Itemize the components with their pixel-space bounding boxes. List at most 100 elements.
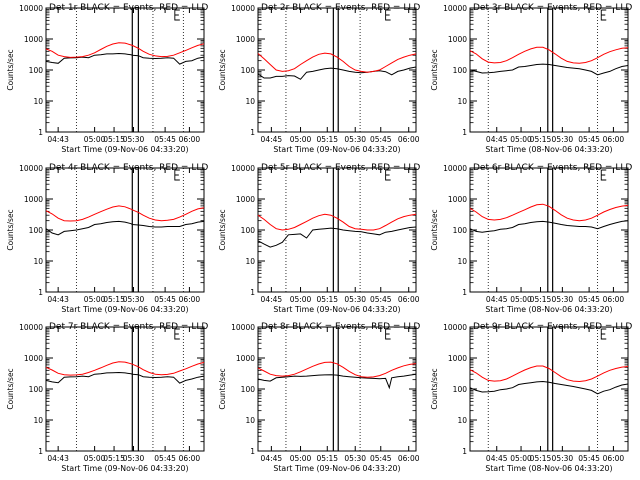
x-tick-label: 06:00 — [398, 295, 420, 304]
detector-panel-8: Det 8r BLACK = Events, RED = LLD11010010… — [218, 322, 420, 473]
y-tick-label: 10 — [457, 97, 467, 106]
detector-panel-2: Det 2r BLACK = Events, RED = LLD11010010… — [218, 3, 420, 154]
x-tick-label: 05:15 — [103, 295, 125, 304]
events-series-line — [45, 220, 205, 236]
x-axis-label: Start Time (09-Nov-06 04:33:20) — [273, 305, 400, 314]
x-tick-label: 05:30 — [123, 295, 145, 304]
x-tick-label: 05:00 — [290, 135, 312, 144]
x-tick-label: 05:00 — [290, 295, 312, 304]
y-tick-label: 100 — [241, 385, 256, 394]
x-tick-label: 04:43 — [47, 135, 69, 144]
orbit-marker — [600, 169, 607, 181]
x-axis-label: Start Time (08-Nov-06 04:33:20) — [485, 305, 612, 314]
x-tick-label: 05:30 — [552, 295, 574, 304]
orbit-marker — [174, 328, 180, 340]
events-series-line — [45, 371, 205, 384]
y-tick-label: 10 — [457, 416, 467, 425]
x-tick-label: 04:45 — [261, 295, 283, 304]
y-tick-label: 100 — [453, 385, 468, 394]
y-tick-label: 1 — [462, 288, 467, 297]
y-tick-label: 10000 — [19, 323, 43, 332]
x-tick-label: 05:30 — [123, 454, 145, 463]
y-tick-label: 1000 — [236, 354, 255, 363]
y-tick-label: 1 — [38, 447, 43, 456]
x-axis-label: Start Time (09-Nov-06 04:33:20) — [61, 305, 188, 314]
y-axis-label: Counts/sec — [6, 368, 15, 409]
x-tick-label: 05:45 — [578, 295, 600, 304]
x-tick-label: 05:45 — [578, 454, 600, 463]
y-tick-label: 1 — [250, 447, 255, 456]
y-tick-label: 1000 — [24, 195, 43, 204]
y-tick-label: 1000 — [448, 354, 467, 363]
x-tick-label: 05:30 — [552, 135, 574, 144]
y-tick-label: 10 — [33, 257, 43, 266]
x-tick-label: 05:15 — [316, 295, 338, 304]
x-tick-label: 05:30 — [552, 454, 574, 463]
x-tick-label: 04:43 — [47, 454, 69, 463]
x-tick-label: 06:00 — [603, 295, 625, 304]
x-tick-label: 05:45 — [154, 295, 176, 304]
events-series-line — [469, 220, 629, 233]
x-tick-label: 06:00 — [603, 454, 625, 463]
x-tick-label: 05:15 — [316, 135, 338, 144]
x-tick-label: 05:00 — [290, 454, 312, 463]
x-tick-label: 05:45 — [154, 135, 176, 144]
y-tick-label: 100 — [29, 66, 44, 75]
y-tick-label: 10 — [457, 257, 467, 266]
plot-frame — [469, 7, 629, 133]
lld-series-line — [469, 46, 629, 64]
orbit-marker — [174, 9, 180, 21]
x-tick-label: 05:15 — [103, 454, 125, 463]
y-axis-label: Counts/sec — [218, 49, 227, 90]
y-tick-label: 1 — [250, 128, 255, 137]
x-tick-label: 05:00 — [84, 295, 106, 304]
lld-series-line — [257, 213, 417, 231]
y-axis-label: Counts/sec — [218, 209, 227, 250]
lld-series-line — [45, 42, 205, 58]
x-tick-label: 06:00 — [179, 295, 201, 304]
plot-frame — [45, 7, 205, 133]
detector-panel-5: Det 5r BLACK = Events, RED = LLD11010010… — [218, 163, 420, 314]
plot-frame — [45, 167, 205, 293]
y-tick-label: 10 — [33, 97, 43, 106]
x-tick-label: 05:30 — [123, 135, 145, 144]
orbit-marker — [385, 9, 391, 21]
x-axis-label: Start Time (09-Nov-06 04:33:20) — [273, 145, 400, 154]
detector-panel-3: Det 3r BLACK = Events, RED = LLD11010010… — [430, 3, 632, 154]
orbit-marker — [385, 169, 391, 181]
x-axis-label: Start Time (09-Nov-06 04:33:20) — [61, 145, 188, 154]
y-tick-label: 1000 — [448, 35, 467, 44]
y-axis-label: Counts/sec — [218, 368, 227, 409]
events-series-line — [45, 52, 205, 65]
lld-series-line — [257, 361, 417, 378]
events-series-line — [257, 226, 417, 248]
lld-series-line — [45, 361, 205, 376]
events-series-line — [469, 63, 629, 76]
plot-frame — [257, 7, 417, 133]
orbit-marker — [600, 9, 607, 21]
plot-frame — [257, 326, 417, 452]
lld-series-line — [257, 52, 417, 73]
x-tick-label: 05:15 — [530, 135, 552, 144]
x-tick-label: 05:00 — [510, 295, 532, 304]
y-tick-label: 1 — [462, 447, 467, 456]
plot-frame — [45, 326, 205, 452]
detector-panel-1: Det 1r BLACK = Events, RED = LLD11010010… — [6, 3, 208, 154]
orbit-marker — [385, 328, 391, 340]
orbit-marker — [600, 328, 607, 340]
y-tick-label: 1 — [38, 288, 43, 297]
x-tick-label: 05:45 — [370, 295, 392, 304]
x-tick-label: 05:15 — [103, 135, 125, 144]
x-tick-label: 05:00 — [510, 135, 532, 144]
x-tick-label: 06:00 — [398, 135, 420, 144]
x-tick-label: 04:45 — [261, 454, 283, 463]
y-tick-label: 10 — [33, 416, 43, 425]
lld-series-line — [469, 365, 629, 383]
y-tick-label: 1 — [250, 288, 255, 297]
y-tick-label: 10000 — [231, 164, 255, 173]
y-tick-label: 10 — [245, 257, 255, 266]
x-tick-label: 05:45 — [370, 135, 392, 144]
y-axis-label: Counts/sec — [6, 209, 15, 250]
x-tick-label: 06:00 — [179, 454, 201, 463]
